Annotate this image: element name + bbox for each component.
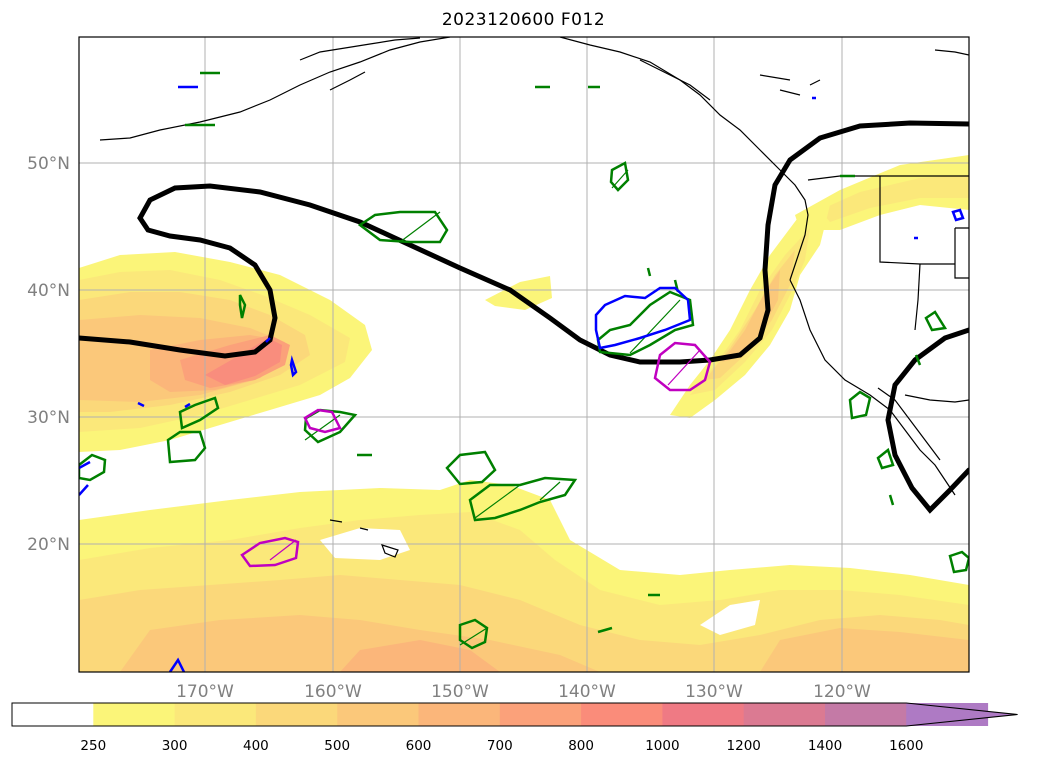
colorbar-tick-label: 1000 bbox=[645, 738, 679, 754]
lon-label-170w: 170°W bbox=[176, 682, 234, 702]
lat-label-40n: 40°N bbox=[27, 281, 70, 301]
coastlines bbox=[99, 37, 969, 558]
colorbar-tick-label: 700 bbox=[487, 738, 513, 754]
colorbar-segment bbox=[499, 703, 582, 726]
colorbar-segment bbox=[662, 703, 745, 726]
colorbar-segment bbox=[174, 703, 257, 726]
black-contour bbox=[79, 120, 969, 514]
lon-label-130w: 130°W bbox=[685, 682, 743, 702]
colorbar-extend-arrow bbox=[906, 703, 1018, 726]
colorbar-tick-label: 600 bbox=[406, 738, 432, 754]
lon-label-140w: 140°W bbox=[558, 682, 616, 702]
colorbar-segment bbox=[743, 703, 826, 726]
colorbar-tick-label: 500 bbox=[324, 738, 350, 754]
colorbar-tick-label: 1200 bbox=[727, 738, 761, 754]
map-title: 2023120600 F012 bbox=[441, 10, 606, 30]
latitude-axis: 50°N 40°N 30°N 20°N bbox=[27, 154, 70, 555]
colorbar-tick-label: 250 bbox=[80, 738, 106, 754]
colorbar-segment bbox=[418, 703, 501, 726]
map-frame bbox=[78, 36, 970, 673]
colorbar-outline bbox=[11, 702, 1018, 727]
magenta-contours bbox=[240, 341, 712, 568]
colorbar: 250 300 400 500 600 700 800 1000 1200 1400 1600 bbox=[11, 702, 1018, 754]
green-contours bbox=[79, 71, 969, 650]
colorbar-tick-label: 800 bbox=[568, 738, 594, 754]
lon-label-160w: 160°W bbox=[304, 682, 362, 702]
colorbar-tick-label: 300 bbox=[162, 738, 188, 754]
lat-label-20n: 20°N bbox=[27, 535, 70, 555]
colorbar-segment bbox=[337, 703, 419, 726]
colorbar-tick-label: 400 bbox=[243, 738, 269, 754]
colorbar-segment bbox=[93, 703, 176, 726]
blue-contours bbox=[79, 85, 965, 672]
colorbar-segment bbox=[825, 703, 907, 726]
colorbar-segment bbox=[581, 703, 663, 726]
lon-label-120w: 120°W bbox=[813, 682, 871, 702]
colorbar-tick-label: 1400 bbox=[808, 738, 842, 754]
colorbar-tick-label: 1600 bbox=[889, 738, 923, 754]
lat-label-30n: 30°N bbox=[27, 408, 70, 428]
colorbar-segment bbox=[12, 703, 94, 726]
longitude-axis: 170°W 160°W 150°W 140°W 130°W 120°W bbox=[176, 682, 871, 702]
lat-label-50n: 50°N bbox=[27, 154, 70, 174]
colorbar-segment bbox=[255, 703, 338, 726]
lon-label-150w: 150°W bbox=[431, 682, 489, 702]
